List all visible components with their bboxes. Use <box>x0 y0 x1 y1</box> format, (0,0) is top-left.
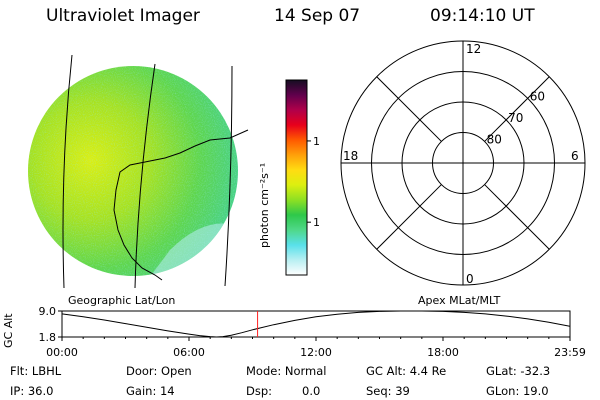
right-panel-caption: Apex MLat/MLT <box>418 294 501 307</box>
filter-value: Flt: LBHL <box>10 364 62 378</box>
mlt-spoke-1 <box>484 76 550 142</box>
glon-value: GLon: 19.0 <box>486 384 549 398</box>
lat-label-2: 80 <box>487 132 502 146</box>
glat-value: GLat: -32.3 <box>486 364 551 378</box>
mlt-spoke-7 <box>376 76 442 142</box>
date-label: 14 Sep 07 <box>274 6 361 26</box>
mlt-label-3: 0 <box>466 272 474 286</box>
seq-value: Seq: 39 <box>366 384 410 398</box>
timeline-ytick-0: 9.0 <box>39 305 57 318</box>
timeline-xtick-1: 06:00 <box>173 346 205 359</box>
left-panel-caption: Geographic Lat/Lon <box>68 294 176 307</box>
mlt-spoke-5 <box>376 184 442 250</box>
time-label: 09:14:10 UT <box>430 6 535 26</box>
mlt-label-2: 6 <box>571 149 579 163</box>
timeline-ytick-1: 1.8 <box>39 331 57 344</box>
door-value: Door: Open <box>126 364 192 378</box>
instrument-title: Ultraviolet Imager <box>46 6 200 26</box>
mlt-label-1: 18 <box>343 149 358 163</box>
colorbar: 100 10 <box>285 79 320 276</box>
colorbar-tick-1: 10 <box>313 216 320 229</box>
dsp-label: Dsp: <box>246 384 273 398</box>
timeline-xtick-3: 18:00 <box>427 346 459 359</box>
colorbar-tick-0: 100 <box>313 135 320 148</box>
altitude-timeline: 9.0 1.8 00:00 06:00 12:00 18:00 23:59 <box>39 305 586 359</box>
dsp-value: 0.0 <box>302 384 321 398</box>
geographic-grid <box>62 54 233 289</box>
mlt-label-0: 12 <box>466 42 481 56</box>
colorbar-label: photon cm⁻²s⁻¹ <box>258 162 271 248</box>
geographic-image <box>28 54 249 289</box>
lat-label-1: 70 <box>508 111 523 125</box>
coastline <box>113 129 249 281</box>
timeline-xtick-0: 00:00 <box>46 346 78 359</box>
mlt-spoke-3 <box>484 184 550 250</box>
altitude-line-0 <box>61 310 570 338</box>
timeline-ylabel: GC Alt <box>2 313 15 348</box>
lat-label-0: 60 <box>530 89 545 103</box>
timeline-xtick-2: 12:00 <box>300 346 332 359</box>
ip-value: IP: 36.0 <box>10 384 54 398</box>
timeline-xtick-4: 23:59 <box>554 346 586 359</box>
gain-value: Gain: 14 <box>126 384 175 398</box>
gc-alt-value: GC Alt: 4.4 Re <box>366 364 447 378</box>
mode-value: Mode: Normal <box>246 364 327 378</box>
